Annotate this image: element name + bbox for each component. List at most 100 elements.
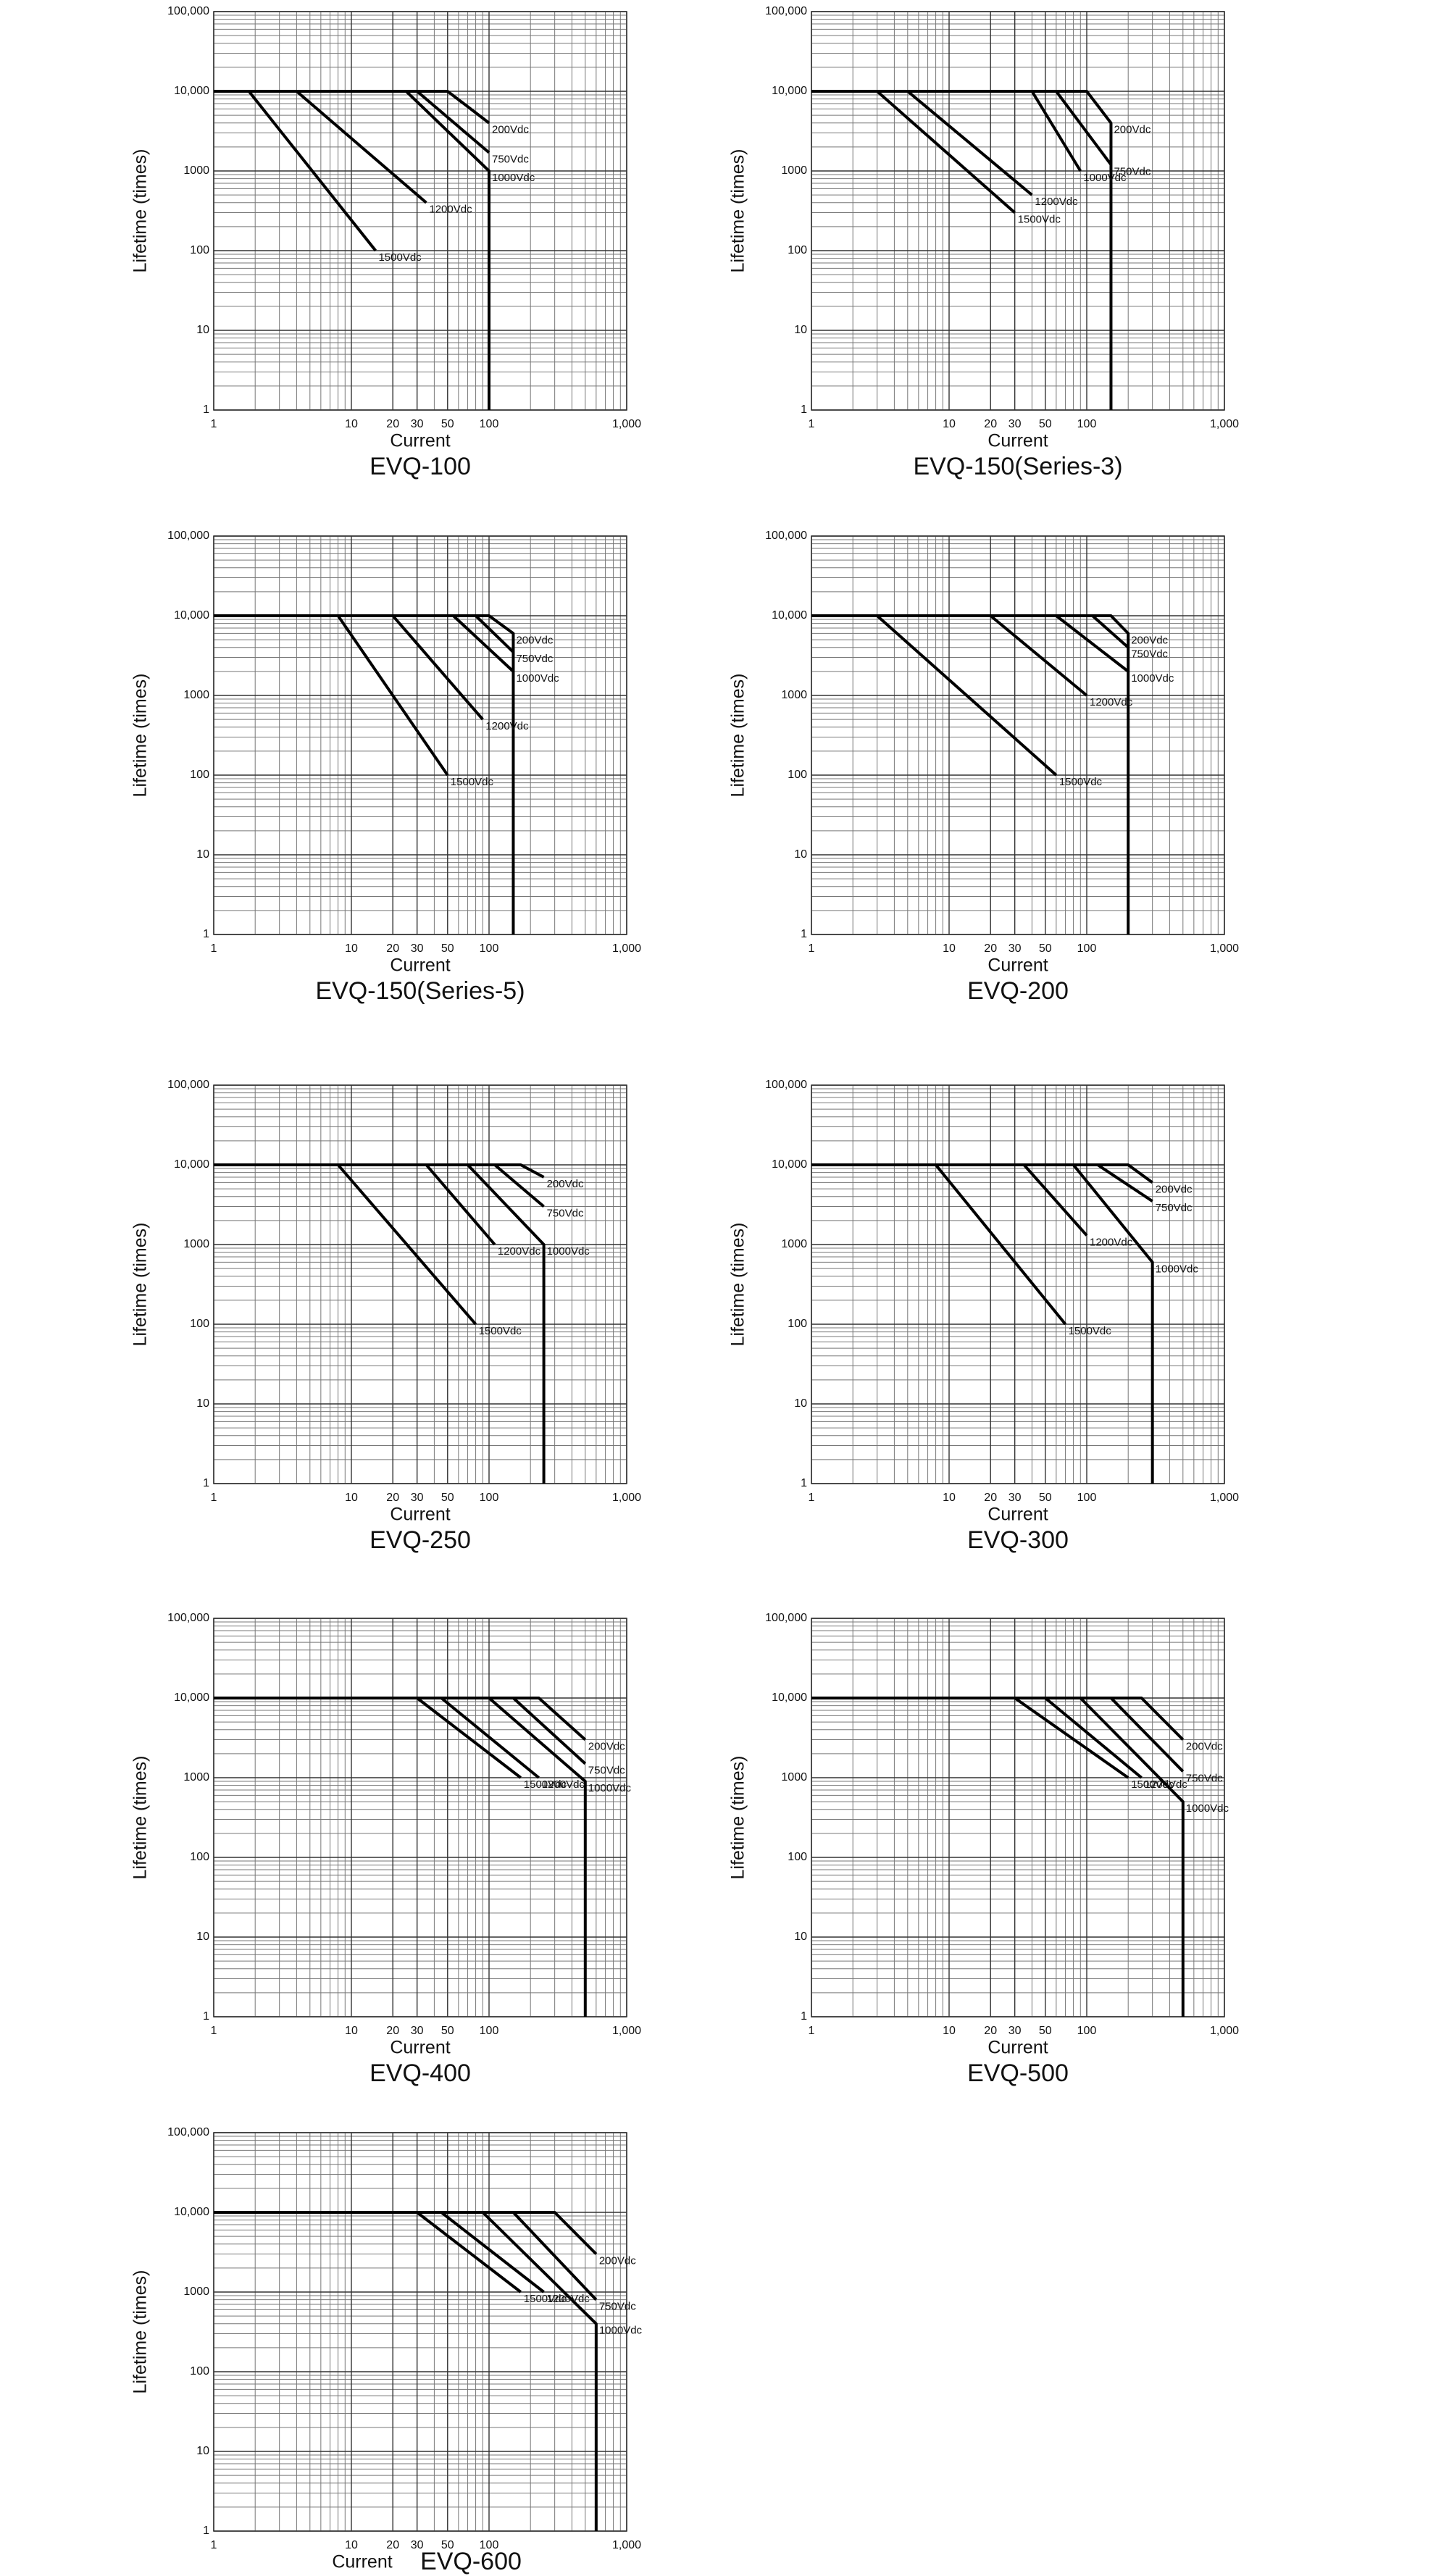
series-line [214,90,490,410]
y-tick-label: 100,000 [765,1079,807,1091]
x-tick-label: 20 [386,2025,399,2037]
x-tick-label: 30 [1009,942,1022,955]
series-label: 200Vdc [1131,634,1168,646]
y-tick-label: 100,000 [167,1079,209,1091]
series-label: 1200Vdc [1090,696,1133,708]
series-line [214,2211,522,2293]
series-label: 1500Vdc [1059,776,1103,788]
series-label: 750Vdc [599,2301,636,2313]
series-line [214,1697,522,1779]
y-tick-label: 1 [203,2525,209,2537]
x-tick-label: 30 [411,1492,424,1504]
series-label: 1000Vdc [599,2325,643,2337]
x-tick-label: 50 [1039,942,1052,955]
chart-title: EVQ-600 [420,2548,522,2575]
chart: 1 10 20 30 50 100 1,000 1 10 100 1000 10,000 100,000… [728,1079,1240,1554]
x-axis-label: Current [390,1505,450,1525]
series-label: 1200Vdc [542,1778,585,1791]
chart-title: EVQ-500 [967,2059,1069,2087]
series-label: 200Vdc [516,634,553,646]
x-tick-label: 1 [809,2025,815,2037]
x-tick-label: 1 [809,1492,815,1504]
series-line [811,614,1058,777]
chart-title: EVQ-100 [369,453,471,480]
y-tick-label: 1 [801,928,807,940]
y-tick-label: 100,000 [167,2126,209,2138]
series-label: 1200Vdc [1035,196,1078,208]
x-tick-label: 1,000 [1210,418,1239,430]
chart-title: EVQ-150(Series-3) [913,453,1122,480]
x-tick-label: 100 [480,1492,499,1504]
chart: 1 10 20 30 50 100 1,000 1 10 100 1000 10,000 100,000… [130,530,642,1005]
x-tick-label: 30 [1009,418,1022,430]
y-tick-label: 100 [788,244,807,256]
y-tick-label: 1 [801,1477,807,1489]
y-tick-label: 100,000 [167,5,209,17]
y-tick-label: 100 [190,244,209,256]
series-label: 1000Vdc [492,172,535,184]
x-tick-label: 50 [441,418,454,430]
x-tick-label: 1 [211,2539,217,2551]
x-tick-label: 100 [1077,1492,1097,1504]
y-tick-label: 10,000 [174,1158,209,1171]
x-tick-label: 50 [441,2025,454,2037]
series-label: 1200Vdc [1090,1236,1133,1248]
x-tick-label: 1,000 [1210,1492,1239,1504]
series-line [214,614,449,777]
x-tick-label: 10 [943,942,956,955]
chart-title: EVQ-150(Series-5) [315,977,525,1005]
series-label: 1000Vdc [588,1782,632,1794]
x-tick-label: 100 [480,418,499,430]
chart-title: EVQ-200 [967,977,1069,1005]
series-label: 750Vdc [588,1765,625,1777]
x-tick-label: 50 [1039,2025,1052,2037]
x-tick-label: 30 [411,418,424,430]
x-tick-label: 20 [386,1492,399,1504]
series-label: 200Vdc [588,1740,625,1752]
y-tick-label: 100 [788,769,807,781]
y-tick-label: 100,000 [765,530,807,542]
x-tick-label: 10 [345,2539,358,2551]
y-tick-label: 10 [196,2445,209,2457]
plot-area [811,1618,1225,2017]
y-axis-label: Lifetime (times) [130,2270,151,2394]
series-label: 1500Vdc [524,1778,567,1791]
y-tick-label: 1 [203,1477,209,1489]
y-tick-label: 100 [190,1318,209,1330]
series-label: 1000Vdc [1156,1263,1199,1275]
x-tick-label: 30 [1009,2025,1022,2037]
y-tick-label: 10 [794,1931,807,1943]
series-label: 1000Vdc [1186,1802,1229,1815]
x-axis-label: Current [987,1505,1048,1525]
chart: 1 10 20 30 50 100 1,000 1 10 100 1000 10,000 100,000… [130,2126,643,2575]
y-tick-label: 100 [190,1851,209,1863]
x-tick-label: 100 [1077,418,1097,430]
chart: 1 10 20 30 50 100 1,000 1 10 100 1000 10,000 100,000… [130,1079,642,1554]
x-axis-label: Current [332,2552,392,2572]
y-axis-label: Lifetime (times) [130,149,151,273]
y-axis-label: Lifetime (times) [130,1223,151,1347]
x-tick-label: 30 [411,2025,424,2037]
y-tick-label: 1000 [183,1238,209,1250]
series-label: 200Vdc [1114,124,1151,136]
y-tick-label: 100 [190,2365,209,2378]
series-label: 1000Vdc [516,672,559,685]
y-tick-label: 1000 [781,1238,807,1250]
y-tick-label: 1000 [781,1771,807,1783]
y-axis-label: Lifetime (times) [728,149,748,273]
series-line [214,1163,477,1326]
y-tick-label: 1 [203,2010,209,2023]
x-tick-label: 100 [1077,2025,1097,2037]
x-tick-label: 100 [1077,942,1097,955]
x-tick-label: 20 [386,942,399,955]
y-tick-label: 1000 [183,689,209,701]
y-tick-label: 10,000 [772,85,807,97]
x-tick-label: 30 [1009,1492,1022,1504]
x-tick-label: 100 [480,942,499,955]
x-tick-label: 1,000 [612,1492,641,1504]
series-label: 750Vdc [1156,1202,1193,1214]
series-label: 200Vdc [599,2254,636,2267]
series-label: 1000Vdc [1083,172,1127,184]
series-label: 750Vdc [516,653,553,665]
y-tick-label: 1 [203,403,209,416]
